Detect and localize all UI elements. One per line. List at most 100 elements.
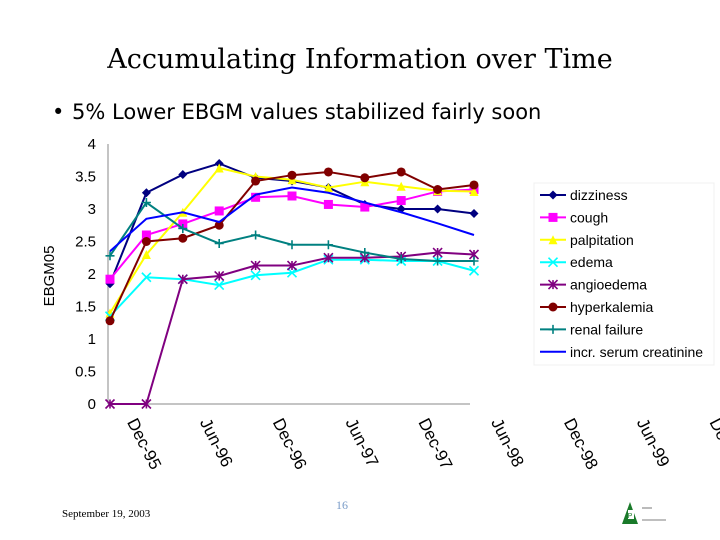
data-point [214, 159, 224, 168]
data-point [323, 199, 333, 209]
data-point [251, 176, 261, 186]
series-line [109, 201, 474, 262]
data-point [323, 252, 334, 263]
bullet-icon: • [52, 100, 65, 124]
series-angioedema [104, 247, 480, 410]
data-point [251, 192, 261, 202]
legend-label: hyperkalemia [570, 299, 653, 315]
data-point [360, 248, 370, 258]
data-point [141, 237, 151, 246]
series-line [109, 186, 475, 252]
data-point [178, 224, 188, 233]
x-tick-label: Jun-97 [342, 415, 383, 470]
data-point [323, 183, 333, 193]
data-point [323, 240, 333, 250]
data-point [548, 212, 558, 222]
data-point [396, 181, 406, 191]
data-point [141, 250, 151, 259]
series-renal-failure [105, 198, 479, 266]
data-point [104, 398, 116, 410]
data-point [396, 196, 406, 206]
bullet-text: 5% Lower EBGM values stabilized fairly s… [72, 100, 542, 124]
data-point [287, 191, 297, 201]
data-point [287, 175, 297, 185]
legend-box [533, 182, 715, 366]
data-point [469, 186, 479, 196]
data-point [286, 260, 298, 271]
data-point [469, 209, 479, 219]
y-tick-label: 3.5 [75, 169, 96, 186]
legend-item: edema [540, 254, 613, 270]
data-point [178, 170, 188, 180]
slide-title: Accumulating Information over Time [107, 44, 613, 75]
x-tick-label: Dec-99 [706, 415, 720, 472]
data-point [250, 260, 261, 271]
legend-item: angioedema [540, 277, 647, 293]
series-line [110, 251, 475, 405]
series-hyperkalemia [105, 167, 479, 326]
y-tick-label: 1 [88, 331, 96, 348]
x-tick-label: Jun-98 [487, 415, 528, 470]
data-point [433, 204, 443, 214]
legend-item: hyperkalemia [540, 299, 653, 315]
data-point [214, 220, 224, 230]
y-tick-label: 2 [88, 266, 96, 283]
legend-item: incr. serum creatinine [540, 344, 703, 360]
y-axis-title: EBGM05 [41, 246, 58, 307]
bullet-point: • 5% Lower EBGM values stabilized fairly … [52, 100, 541, 124]
x-tick-label: Dec-96 [269, 415, 311, 472]
y-tick-label: 3 [88, 201, 96, 218]
data-point [547, 279, 559, 290]
data-point [177, 274, 188, 285]
data-point [360, 173, 370, 183]
legend-label: edema [570, 254, 613, 270]
data-point [214, 238, 224, 248]
data-point [548, 324, 558, 334]
svg-text:P: P [628, 513, 633, 520]
data-point [469, 180, 479, 190]
data-point [105, 316, 115, 326]
data-point [468, 265, 480, 276]
legend-item: palpitation [540, 232, 634, 248]
y-tick-label: 4 [88, 136, 96, 153]
legend-label: palpitation [570, 232, 634, 248]
data-point [141, 230, 151, 240]
x-tick-label: Dec-95 [123, 415, 165, 472]
data-point [548, 302, 558, 312]
data-point [251, 230, 261, 240]
data-point [287, 240, 297, 250]
series-palpitation [105, 163, 479, 318]
x-tick-label: Jun-96 [196, 415, 237, 470]
data-point [141, 188, 151, 198]
page-number: 16 [336, 498, 348, 512]
data-point [214, 163, 224, 173]
data-point [548, 190, 558, 200]
y-tick-label: 0 [88, 396, 96, 413]
legend-item: renal failure [540, 321, 643, 337]
x-tick-label: Dec-97 [414, 415, 456, 472]
data-point [178, 219, 188, 229]
data-point [360, 202, 370, 212]
legend-label: incr. serum creatinine [570, 344, 703, 360]
data-point [178, 233, 188, 243]
data-point [105, 251, 115, 261]
legend-label: cough [570, 209, 608, 225]
data-point [433, 185, 443, 194]
organization-logo: P [622, 502, 666, 524]
data-point [250, 270, 261, 281]
data-point [469, 256, 479, 266]
legend-label: dizziness [570, 187, 628, 203]
data-point [548, 235, 558, 245]
x-tick-label: Jun-99 [633, 415, 674, 470]
y-tick-label: 0.5 [75, 364, 96, 381]
x-tick-label: Dec-98 [560, 415, 602, 472]
data-point [105, 274, 115, 284]
chart-legend: dizziness cough palpitation edema angioedema… [533, 182, 715, 366]
data-point [433, 256, 443, 266]
legend-item: cough [540, 209, 608, 225]
data-point [141, 398, 152, 410]
data-point [432, 247, 443, 258]
footer-date: September 19, 2003 [62, 508, 151, 520]
legend-label: angioedema [570, 277, 647, 293]
